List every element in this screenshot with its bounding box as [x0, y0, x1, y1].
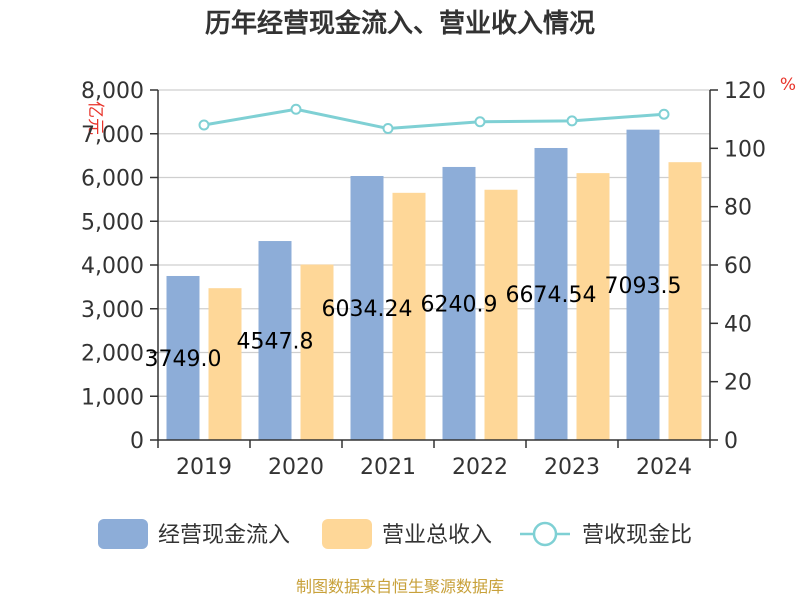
legend-swatch — [98, 519, 148, 549]
right-axis-unit: % — [780, 75, 796, 95]
left-tick-label: 6,000 — [81, 167, 144, 192]
x-tick-label: 2022 — [452, 455, 508, 480]
x-tick-label: 2021 — [360, 455, 416, 480]
ratio-point — [290, 103, 302, 115]
legend-item[interactable]: 营业总收入 — [322, 519, 492, 549]
right-tick-label: 60 — [724, 254, 752, 279]
ratio-point — [198, 119, 210, 131]
ratio-point — [566, 115, 578, 127]
right-tick-label: 0 — [724, 429, 738, 454]
legend-label: 营收现金比 — [582, 523, 692, 548]
data-label: 6240.9 — [421, 292, 498, 317]
legend-swatch — [322, 519, 372, 549]
x-tick-label: 2019 — [176, 455, 232, 480]
right-tick-label: 100 — [724, 137, 766, 162]
right-tick-label: 20 — [724, 371, 752, 396]
bar-cash-inflow — [258, 241, 292, 440]
x-tick-label: 2023 — [544, 455, 600, 480]
right-tick-label: 120 — [724, 79, 766, 104]
bar-cash-inflow — [442, 166, 476, 440]
right-tick-label: 80 — [724, 196, 752, 221]
ratio-point — [382, 123, 394, 134]
legend[interactable]: 经营现金流入 营业总收入 营收现金比 — [98, 519, 692, 549]
x-tick-label: 2020 — [268, 455, 324, 480]
bar-total-revenue — [208, 288, 242, 440]
legend-item[interactable]: 经营现金流入 — [98, 519, 290, 549]
ratio-line — [203, 107, 665, 131]
bar-total-revenue — [392, 192, 426, 440]
legend-label: 营业总收入 — [382, 523, 492, 548]
left-axis-unit: 亿元 — [85, 101, 105, 135]
left-tick-label: 7,000 — [81, 123, 144, 148]
left-tick-label: 8,000 — [81, 79, 144, 104]
bar-cash-inflow — [350, 176, 384, 440]
axes: 0 1,000 2,000 3,000 4,000 5,000 6,000 7,000 8,00… — [81, 79, 766, 480]
left-tick-label: 0 — [130, 429, 144, 454]
bar-cash-inflow — [626, 129, 660, 441]
left-tick-label: 5,000 — [81, 210, 144, 235]
data-label: 6674.54 — [506, 283, 597, 308]
legend-item[interactable]: 营收现金比 — [520, 521, 692, 548]
left-tick-label: 2,000 — [81, 342, 144, 367]
source-note: 制图数据来自恒生聚源数据库 — [296, 577, 504, 596]
ratio-point — [474, 116, 486, 128]
data-labels: 3749.0 4547.8 6034.24 6240.9 6674.54 7093.5 — [145, 274, 682, 372]
right-tick-label: 40 — [724, 312, 752, 337]
chart-title: 历年经营现金流入、营业收入情况 — [205, 8, 595, 39]
bar-total-revenue — [300, 264, 334, 440]
bar-cash-inflow — [166, 275, 200, 440]
data-label: 6034.24 — [322, 297, 413, 322]
legend-swatch-marker — [532, 521, 558, 547]
data-label: 4547.8 — [237, 330, 314, 355]
line-series — [198, 103, 670, 134]
legend-label: 经营现金流入 — [158, 523, 290, 548]
left-tick-label: 3,000 — [81, 298, 144, 323]
bar-cash-inflow — [534, 147, 568, 440]
bar-total-revenue — [668, 162, 702, 440]
bar-total-revenue — [484, 189, 518, 440]
data-label: 3749.0 — [145, 347, 222, 372]
ratio-point — [658, 108, 670, 120]
left-tick-label: 4,000 — [81, 254, 144, 279]
bar-total-revenue — [576, 173, 610, 440]
bar-series — [166, 129, 702, 441]
data-label: 7093.5 — [605, 274, 682, 299]
x-tick-label: 2024 — [636, 455, 692, 480]
left-tick-label: 1,000 — [81, 385, 144, 410]
grid-lines — [158, 89, 710, 397]
